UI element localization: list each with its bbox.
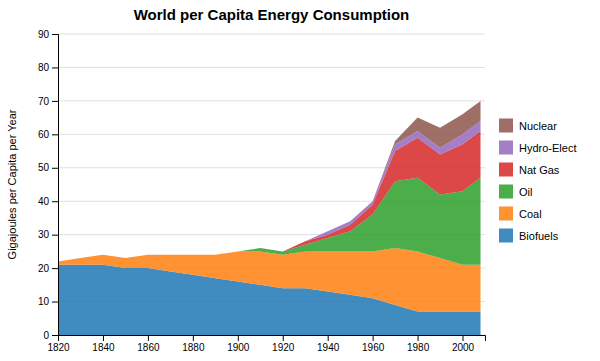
y-tick-label: 10 <box>38 296 50 307</box>
y-tick: 50 <box>38 162 58 173</box>
x-tick: 2000 <box>452 335 475 353</box>
y-tick: 70 <box>38 96 58 107</box>
legend-label: Coal <box>519 208 542 220</box>
area <box>58 101 481 262</box>
y-tick-label: 70 <box>38 96 50 107</box>
y-tick-mark <box>52 34 58 35</box>
x-tick: 1940 <box>317 335 340 353</box>
y-tick-label: 40 <box>38 196 50 207</box>
x-tick-mark <box>103 335 104 341</box>
x-tick-mark <box>463 335 464 341</box>
legend: Nuclear Hydro-Elect Nat Gas Oil Coal Biofuels <box>499 119 576 243</box>
x-axis: 1820 1840 1860 1880 1900 1920 1940 1960 1980 2000 <box>47 335 485 353</box>
y-tick-label: 90 <box>38 29 50 40</box>
legend-swatch <box>499 229 513 243</box>
y-axis-label: Gigajoules per Capita per Year <box>6 109 18 259</box>
legend-label: Oil <box>519 186 532 198</box>
x-tick-label: 1820 <box>47 342 70 353</box>
y-tick-mark <box>52 302 58 303</box>
legend-item: Hydro-Elect <box>499 141 576 155</box>
y-tick-mark <box>52 335 58 336</box>
x-tick: 1900 <box>227 335 250 353</box>
y-tick-label: 80 <box>38 62 50 73</box>
area <box>58 131 481 261</box>
y-tick-label: 60 <box>38 129 50 140</box>
plot: 1820184018601880190019201940196019802000… <box>38 29 486 353</box>
legend-item: Coal <box>499 207 542 221</box>
grid-line <box>58 34 485 35</box>
x-tick: 1860 <box>137 335 160 353</box>
area <box>58 178 481 265</box>
x-tick: 1920 <box>272 335 295 353</box>
y-axis-line <box>52 35 59 336</box>
x-tick-label: 1920 <box>272 342 295 353</box>
y-axis: 0 10 20 30 40 50 60 70 80 90 <box>38 29 59 341</box>
y-tick: 60 <box>38 129 58 140</box>
area <box>58 121 481 261</box>
x-tick: 1980 <box>407 335 430 353</box>
x-tick-label: 2000 <box>452 342 475 353</box>
legend-swatch <box>499 185 513 199</box>
x-tick: 1960 <box>362 335 385 353</box>
x-tick-label: 1940 <box>317 342 340 353</box>
grid-line <box>58 67 485 68</box>
chart: 1820184018601880190019201940196019802000… <box>0 0 600 361</box>
legend-label: Nuclear <box>519 120 557 132</box>
area <box>58 248 481 312</box>
y-tick: 0 <box>43 330 58 341</box>
y-tick-mark <box>52 268 58 269</box>
y-tick: 20 <box>38 263 58 274</box>
legend-swatch <box>499 163 513 177</box>
legend-item: Oil <box>499 185 532 199</box>
legend-item: Nat Gas <box>499 163 560 177</box>
y-tick-label: 0 <box>43 330 49 341</box>
x-tick: 1840 <box>92 335 115 353</box>
y-tick-label: 20 <box>38 263 50 274</box>
legend-label: Nat Gas <box>519 164 560 176</box>
y-tick-label: 30 <box>38 229 50 240</box>
x-tick-mark <box>418 335 419 341</box>
x-tick-label: 1860 <box>137 342 160 353</box>
legend-label: Biofuels <box>519 230 559 242</box>
x-tick-mark <box>328 335 329 341</box>
legend-item: Nuclear <box>499 119 557 133</box>
x-tick-mark <box>283 335 284 341</box>
title: World per Capita Energy Consumption <box>134 6 410 23</box>
x-tick-mark <box>238 335 239 341</box>
y-tick: 80 <box>38 62 58 73</box>
areas <box>58 101 481 335</box>
x-tick-label: 1840 <box>92 342 115 353</box>
y-tick-mark <box>52 134 58 135</box>
y-tick: 30 <box>38 229 58 240</box>
x-tick-mark <box>373 335 374 341</box>
x-tick: 1880 <box>182 335 205 353</box>
x-tick-mark <box>193 335 194 341</box>
y-tick: 90 <box>38 29 58 40</box>
y-tick-label: 50 <box>38 162 50 173</box>
legend-item: Biofuels <box>499 229 559 243</box>
legend-swatch <box>499 207 513 221</box>
x-tick-mark <box>148 335 149 341</box>
y-tick-mark <box>52 101 58 102</box>
y-tick: 40 <box>38 196 58 207</box>
grid-line <box>58 100 485 101</box>
x-axis-line <box>59 336 486 342</box>
y-tick-mark <box>52 168 58 169</box>
y-tick-mark <box>52 235 58 236</box>
legend-label: Hydro-Elect <box>519 142 576 154</box>
legend-swatch <box>499 141 513 155</box>
x-tick-label: 1980 <box>407 342 430 353</box>
legend-swatch <box>499 119 513 133</box>
y-tick-mark <box>52 201 58 202</box>
grid <box>58 34 485 335</box>
x-tick-label: 1880 <box>182 342 205 353</box>
x-tick-label: 1960 <box>362 342 385 353</box>
x-tick: 1820 <box>47 335 70 353</box>
x-tick-label: 1900 <box>227 342 250 353</box>
y-tick-mark <box>52 67 58 68</box>
y-tick: 10 <box>38 296 58 307</box>
